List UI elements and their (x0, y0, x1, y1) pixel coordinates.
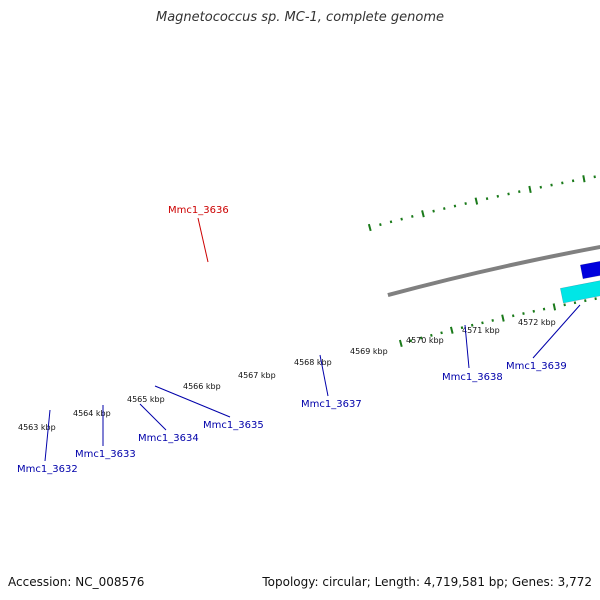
gene-label: Mmc1_3633 (75, 449, 136, 460)
kbp-label: 4568 kbp (294, 358, 332, 367)
outer-tick (432, 209, 435, 213)
outer-tick (443, 207, 446, 211)
gene-callout-line (139, 403, 167, 431)
outer-tick (379, 223, 382, 227)
outer-tick (518, 190, 521, 194)
inner-tick (460, 326, 464, 330)
outer-tick (474, 197, 479, 205)
outer-tick (528, 185, 532, 194)
gene-label: Mmc1_3637 (301, 399, 362, 410)
inner-tick (409, 339, 413, 343)
gene-label: Mmc1_3634 (138, 433, 199, 444)
gene-label: Mmc1_3639 (506, 361, 567, 372)
kbp-label: 4571 kbp (462, 326, 500, 335)
gene-feature (580, 261, 600, 280)
gene-label-highlight: Mmc1_3636 (168, 205, 229, 216)
inner-tick (501, 314, 505, 322)
inner-tick (522, 312, 525, 315)
inner-tick (470, 323, 474, 327)
gene-label: Mmc1_3632 (17, 464, 78, 475)
kbp-label: 4570 kbp (406, 336, 444, 345)
outer-tick (421, 210, 425, 218)
tick-marks (367, 175, 597, 348)
outer-tick (411, 214, 414, 218)
outer-tick (453, 204, 457, 208)
outer-tick (485, 197, 489, 201)
kbp-label: 4564 kbp (73, 409, 111, 418)
accession-text: Accession: NC_008576 (8, 575, 145, 589)
kbp-label: 4569 kbp (350, 347, 388, 356)
outer-tick (464, 202, 467, 205)
inner-tick (398, 339, 403, 348)
gene-label: Mmc1_3638 (442, 372, 503, 383)
gene-callout-line-highlight (197, 217, 209, 263)
gene-callout-line (154, 385, 231, 418)
kbp-label: 4563 kbp (18, 423, 56, 432)
inner-tick (481, 321, 484, 325)
inner-tick (419, 336, 423, 340)
genome-summary-text: Topology: circular; Length: 4,719,581 bp… (262, 575, 592, 589)
gene-callout-line (319, 354, 329, 397)
inner-tick (552, 303, 557, 311)
map-title: Magnetococcus sp. MC-1, complete genome (155, 10, 445, 25)
gene-label: Mmc1_3635 (203, 420, 264, 431)
inner-tick (532, 309, 536, 313)
kbp-label: 4572 kbp (518, 318, 556, 327)
genome-backbone (387, 245, 600, 298)
outer-tick (507, 192, 510, 196)
gene-callout-line (44, 409, 51, 462)
gene-features (560, 261, 600, 304)
outer-tick (400, 217, 403, 221)
outer-tick (367, 223, 372, 232)
inner-tick (511, 314, 515, 318)
kbp-label: 4566 kbp (183, 382, 221, 391)
kbp-labels: 4563 kbp 4564 kbp 4565 kbp 4566 kbp 4567 kbp… (18, 318, 556, 432)
gene-callout-line (464, 324, 470, 369)
inner-tick (449, 326, 454, 334)
gene-feature-light (560, 280, 600, 304)
inner-tick (491, 318, 494, 322)
gene-callout-line (532, 304, 581, 359)
inner-tick (542, 307, 546, 311)
kbp-label: 4567 kbp (238, 371, 276, 380)
kbp-label: 4565 kbp (127, 395, 165, 404)
outer-tick (496, 194, 500, 198)
outer-tick (389, 220, 393, 224)
outer-tick (582, 175, 586, 183)
inner-tick (430, 333, 433, 337)
inner-tick (440, 331, 443, 335)
